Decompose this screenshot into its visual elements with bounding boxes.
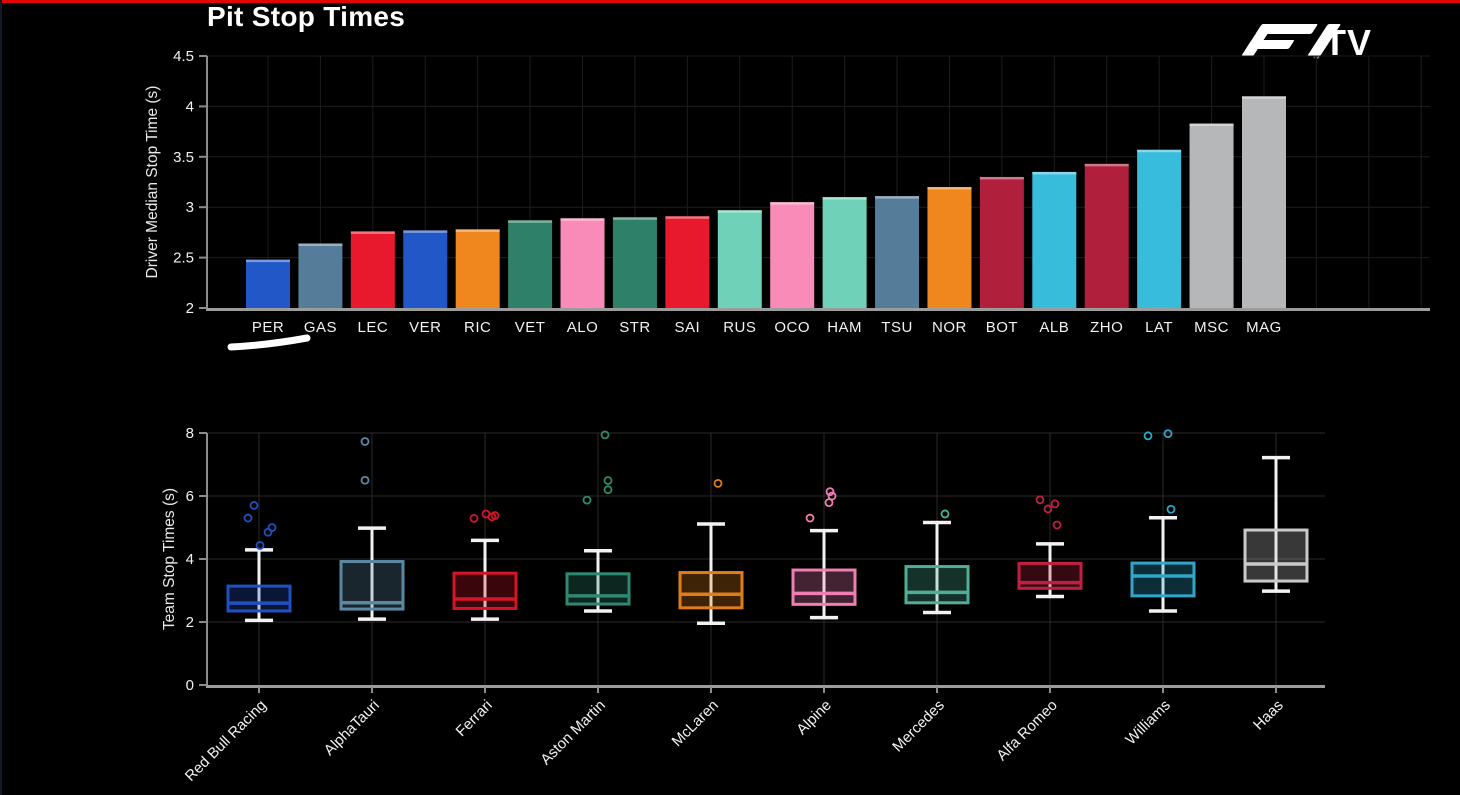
box-haas: Haas [1243, 455, 1309, 734]
team-label-ferrari: Ferrari [453, 697, 496, 740]
driver-label-ALO: ALO [567, 319, 599, 336]
bar-NOR: NOR [927, 187, 972, 336]
driver-label-OCO: OCO [774, 319, 810, 336]
driver-label-VER: VER [409, 319, 441, 336]
bar-TSU: TSU [875, 196, 920, 336]
driver-label-ZHO: ZHO [1090, 319, 1123, 336]
driver-label-TSU: TSU [881, 319, 913, 336]
driver-label-SAI: SAI [675, 319, 701, 336]
team-label-red-bull-racing: Red Bull Racing [182, 697, 270, 785]
driver-label-VET: VET [515, 319, 546, 336]
driver-label-GAS: GAS [304, 319, 337, 336]
driver-label-RUS: RUS [723, 319, 756, 336]
bar-ALB: ALB [1032, 171, 1077, 336]
box-red-bull-racing: Red Bull Racing [182, 501, 292, 785]
driver-label-MSC: MSC [1194, 319, 1229, 336]
box-y-axis-title: Team Stop Times (s) [161, 488, 178, 630]
bar-GAS: GAS [298, 243, 343, 336]
box-alphatauri: AlphaTauri [321, 437, 405, 759]
team-label-mercedes: Mercedes [889, 697, 948, 756]
svg-text:6: 6 [186, 488, 194, 505]
bar-HAM: HAM [822, 197, 867, 336]
driver-label-STR: STR [619, 319, 651, 336]
bar-VER: VER [403, 230, 448, 336]
team-label-aston-martin: Aston Martin [537, 697, 609, 769]
bar-LEC: LEC [350, 231, 395, 336]
svg-text:2: 2 [186, 614, 194, 631]
team-label-alfa-romeo: Alfa Romeo [993, 697, 1060, 764]
bar-OCO: OCO [770, 202, 815, 336]
bar-LAT: LAT [1137, 149, 1182, 336]
bar-STR: STR [612, 217, 657, 336]
box-alfa-romeo: Alfa Romeo [993, 495, 1083, 764]
team-label-alpine: Alpine [793, 697, 835, 739]
bar-RIC: RIC [455, 229, 500, 336]
svg-text:2.5: 2.5 [173, 250, 194, 267]
svg-text:4: 4 [186, 551, 194, 568]
driver-label-NOR: NOR [932, 319, 967, 336]
driver-label-HAM: HAM [827, 319, 862, 336]
bar-VET: VET [508, 220, 553, 336]
team-label-alphatauri: AlphaTauri [321, 697, 383, 759]
team-label-mclaren: McLaren [669, 697, 722, 750]
driver-label-RIC: RIC [464, 319, 491, 336]
bar-RUS: RUS [717, 210, 762, 336]
team-label-haas: Haas [1250, 697, 1287, 734]
driver-label-BOT: BOT [986, 319, 1018, 336]
bar-BOT: BOT [979, 176, 1024, 336]
svg-text:0: 0 [186, 677, 194, 694]
driver-label-LEC: LEC [357, 319, 388, 336]
svg-text:2: 2 [186, 300, 194, 317]
box-axes: 0 2 4 6 8 Team Stop Times (s) [161, 425, 1325, 694]
bar-axes: 2 2.5 3 3.5 4 4.5 Driver Median Stop Time (s) [144, 48, 1430, 317]
box-ferrari: Ferrari [452, 509, 518, 740]
bar-ALO: ALO [560, 218, 605, 336]
box-aston-martin: Aston Martin [537, 430, 631, 769]
team-stop-times-box-chart: 0 2 4 6 8 Team Stop Times (s) Red Bull Racing A… [161, 425, 1325, 785]
bar-y-axis-title: Driver Median Stop Time (s) [144, 86, 161, 279]
accent-strip [2, 0, 1460, 3]
bar-SAI: SAI [665, 216, 710, 336]
svg-text:8: 8 [186, 425, 194, 442]
box-grid [207, 432, 1325, 685]
driver-label-PER: PER [252, 319, 284, 336]
bar-ZHO: ZHO [1084, 163, 1129, 336]
driver-median-bar-chart: 2 2.5 3 3.5 4 4.5 Driver Median Stop Time (s) P… [144, 48, 1430, 351]
driver-bars: PER GAS LEC VER RIC VET ALO STR SAI RUS OCO HAM TSU N… [246, 96, 1286, 336]
driver-label-LAT: LAT [1145, 319, 1173, 336]
page-title: Pit Stop Times [207, 1, 406, 32]
svg-text:4.5: 4.5 [173, 48, 194, 65]
svg-text:3.5: 3.5 [173, 149, 194, 166]
svg-text:3: 3 [186, 199, 194, 216]
box-mclaren: McLaren [669, 478, 744, 750]
bar-PER: PER [246, 259, 290, 336]
highlight-swoosh [227, 334, 311, 351]
driver-label-MAG: MAG [1246, 319, 1282, 336]
bar-MSC: MSC [1189, 123, 1234, 336]
box-mercedes: Mercedes [889, 509, 970, 756]
team-boxes: Red Bull Racing AlphaTauri Ferrari Aston Ma… [182, 429, 1309, 785]
svg-text:4: 4 [186, 98, 194, 115]
team-label-williams: Williams [1122, 697, 1173, 748]
box-williams: Williams [1122, 429, 1196, 748]
driver-label-ALB: ALB [1039, 319, 1069, 336]
bar-MAG: MAG [1241, 96, 1286, 336]
